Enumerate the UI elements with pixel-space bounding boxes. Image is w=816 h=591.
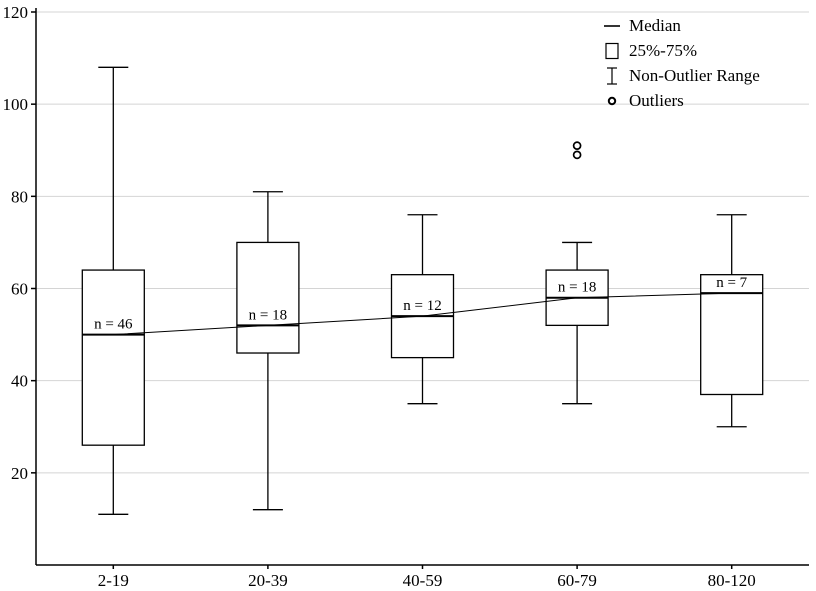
outlier-point [572, 150, 582, 160]
legend-item-whisker: Non-Outlier Range [603, 63, 760, 88]
sample-size-label: n = 46 [94, 317, 133, 333]
x-tick-label: 60-79 [557, 571, 597, 590]
sample-size-label: n = 18 [558, 280, 596, 296]
legend-item-median: Median [603, 13, 760, 38]
median-line-icon [603, 17, 621, 35]
y-tick-label: 120 [3, 3, 29, 22]
outlier-point [572, 141, 582, 150]
legend-label-box: 25%-75% [629, 40, 697, 60]
sample-size-label: n = 18 [249, 307, 287, 323]
sample-size-label: n = 12 [403, 298, 441, 314]
y-tick-label: 100 [3, 95, 29, 114]
legend-item-box: 25%-75% [603, 38, 760, 63]
y-tick-label: 60 [11, 280, 28, 299]
chart-legend: Median 25%-75% Non-Outlier Range Outlier… [603, 13, 760, 113]
iqr-box [236, 241, 300, 354]
x-tick-label: 80-120 [708, 571, 756, 590]
x-tick-label: 2-19 [98, 571, 129, 590]
legend-item-outliers: Outliers [603, 88, 760, 113]
x-tick-label: 20-39 [248, 571, 288, 590]
iqr-box [81, 269, 145, 446]
legend-label-median: Median [629, 15, 681, 35]
whisker-range-icon [603, 66, 621, 85]
y-tick-label: 80 [11, 187, 28, 206]
y-tick-label: 20 [11, 464, 28, 483]
y-tick-label: 40 [11, 372, 28, 391]
legend-label-outliers: Outliers [629, 90, 684, 110]
iqr-box [700, 274, 764, 396]
legend-label-whisker: Non-Outlier Range [629, 65, 760, 85]
outlier-point-icon [603, 92, 621, 110]
sample-size-label: n = 7 [716, 275, 747, 291]
box-range-icon [603, 42, 621, 60]
x-tick-label: 40-59 [403, 571, 443, 590]
